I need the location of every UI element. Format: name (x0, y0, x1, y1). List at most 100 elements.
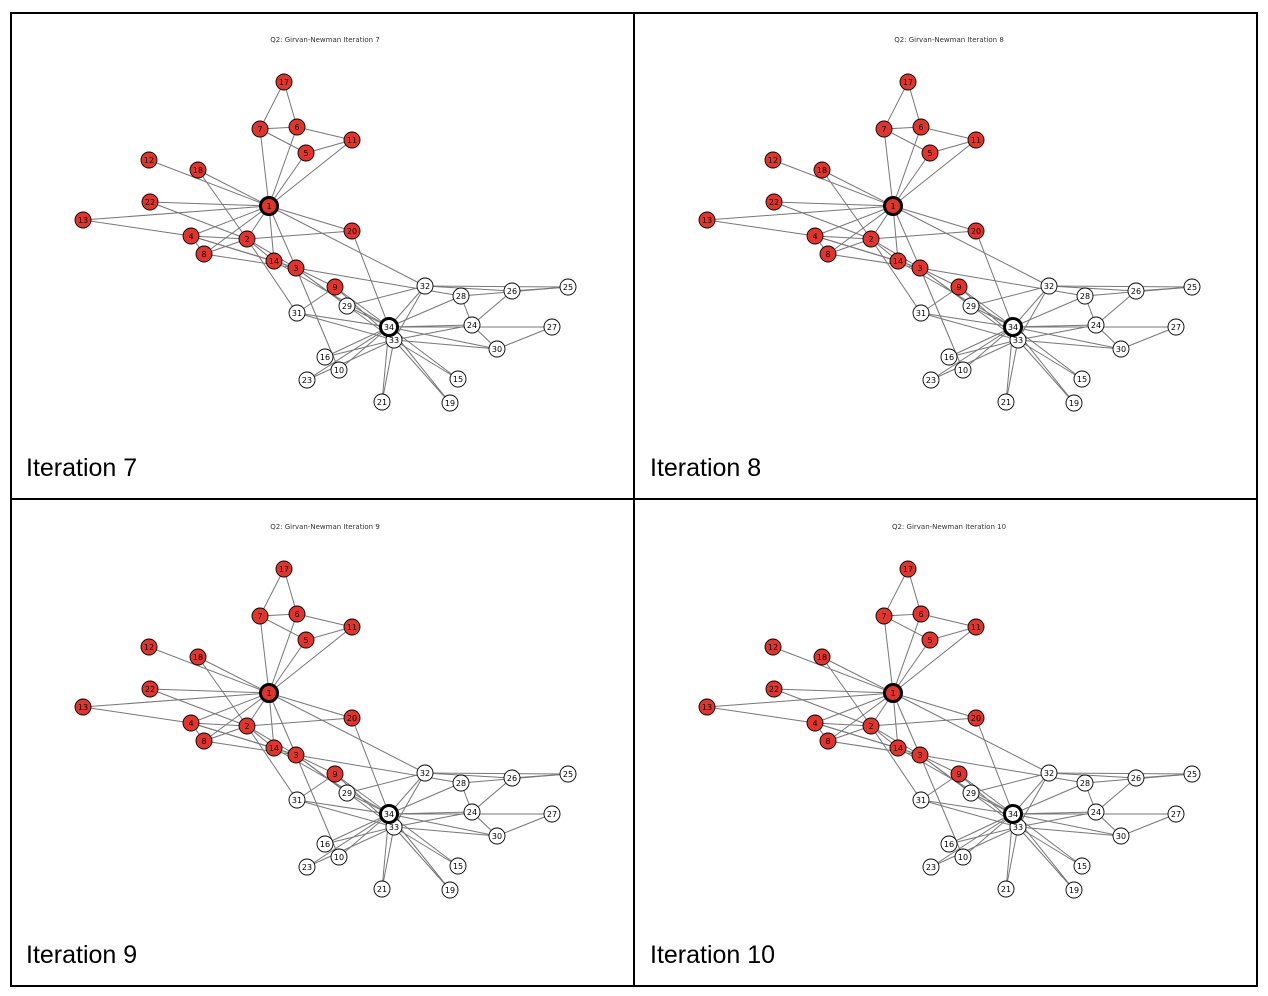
graph-node-8: 8 (195, 732, 213, 750)
graph-edge (870, 230, 977, 240)
graph-edge (351, 230, 390, 328)
node-circle (1003, 804, 1023, 824)
graph-node-12: 12 (140, 638, 158, 656)
node-circle (379, 804, 399, 824)
graph-edge (424, 285, 513, 292)
node-label: 20 (971, 714, 981, 723)
graph-node-9: 9 (950, 765, 968, 783)
node-label: 15 (1077, 862, 1087, 871)
node-label: 30 (1116, 832, 1126, 841)
node-circle (1073, 370, 1091, 388)
graph-edge (190, 722, 248, 727)
graph-node-11: 11 (343, 131, 361, 149)
graph-node-4: 4 (806, 714, 824, 732)
graph-edge (1005, 339, 1019, 403)
graph-edge (259, 81, 285, 130)
graph-edge (268, 626, 353, 694)
node-label: 29 (966, 789, 976, 798)
graph-node-12: 12 (764, 638, 782, 656)
graph-edge (259, 615, 270, 694)
node-circle (940, 348, 958, 366)
node-label: 4 (188, 719, 193, 728)
graph-edge (295, 754, 462, 784)
graph-edge (82, 205, 270, 221)
graph-node-19: 19 (1065, 881, 1083, 899)
graph-edge (892, 139, 977, 207)
graph-node-23: 23 (298, 371, 316, 389)
graph-edge (919, 754, 1086, 784)
node-circle (1087, 803, 1105, 821)
graph-edge (324, 339, 395, 358)
graph-edge (1095, 777, 1137, 813)
node-label: 20 (347, 227, 357, 236)
node-circle (416, 764, 434, 782)
graph-node-11: 11 (343, 618, 361, 636)
node-circle (288, 304, 306, 322)
graph-edge (1048, 772, 1137, 779)
graph-edge (148, 646, 270, 694)
node-circle (288, 605, 306, 623)
graph-node-4: 4 (806, 227, 824, 245)
node-label: 13 (78, 216, 88, 225)
graph-node-28: 28 (1076, 774, 1094, 792)
graph-edge (773, 201, 872, 240)
graph-edge (346, 285, 426, 307)
node-circle (74, 211, 92, 229)
graph-node-5: 5 (297, 631, 315, 649)
node-label: 7 (257, 125, 262, 134)
graph-node-14: 14 (265, 739, 283, 757)
graph-edge (1005, 826, 1019, 890)
graph-edge (892, 692, 921, 756)
node-label: 27 (1171, 810, 1181, 819)
graph-edge (962, 813, 1014, 858)
node-circle (698, 211, 716, 229)
graph-node-18: 18 (189, 161, 207, 179)
graph-edge (268, 692, 426, 774)
node-circle (182, 714, 200, 732)
node-circle (912, 118, 930, 136)
graph-edge (706, 706, 816, 724)
graph-edge (920, 613, 977, 628)
graph-edge (296, 312, 390, 328)
graph-node-29: 29 (338, 297, 356, 315)
graph-edge (1017, 339, 1075, 404)
node-circle (875, 120, 893, 138)
graph-edge (930, 326, 1014, 381)
graph-edge (870, 238, 922, 314)
node-circle (140, 638, 158, 656)
graph-node-34: 34 (379, 317, 399, 337)
node-circle (911, 259, 929, 277)
node-label: 9 (332, 770, 337, 779)
node-label: 26 (1131, 774, 1141, 783)
graph-node-3: 3 (911, 259, 929, 277)
node-label: 5 (303, 149, 308, 158)
node-circle (950, 278, 968, 296)
network-graph: Q2: Girvan-Newman Iteration 8 1234567891… (698, 36, 1201, 412)
graph-edge (814, 205, 894, 237)
panel-caption: Iteration 10 (650, 941, 776, 969)
graph-node-25: 25 (1183, 278, 1201, 296)
graph-node-16: 16 (316, 835, 334, 853)
graph-node-26: 26 (503, 769, 521, 787)
graph-node-20: 20 (343, 709, 361, 727)
node-label: 12 (144, 643, 154, 652)
node-label: 6 (294, 123, 299, 132)
node-label: 11 (971, 623, 981, 632)
node-label: 32 (420, 769, 430, 778)
node-circle (1076, 287, 1094, 305)
graph-node-24: 24 (463, 316, 481, 334)
node-label: 31 (916, 309, 926, 318)
node-circle (141, 193, 159, 211)
node-circle (1112, 340, 1130, 358)
node-label: 25 (563, 283, 573, 292)
node-circle (298, 858, 316, 876)
node-circle (297, 631, 315, 649)
node-label: 30 (492, 345, 502, 354)
node-circle (862, 230, 880, 248)
node-circle (287, 746, 305, 764)
graph-edge (197, 656, 270, 694)
graph-edge (892, 692, 1050, 774)
graph-node-3: 3 (287, 259, 305, 277)
node-circle (899, 560, 917, 578)
node-label: 16 (944, 840, 954, 849)
